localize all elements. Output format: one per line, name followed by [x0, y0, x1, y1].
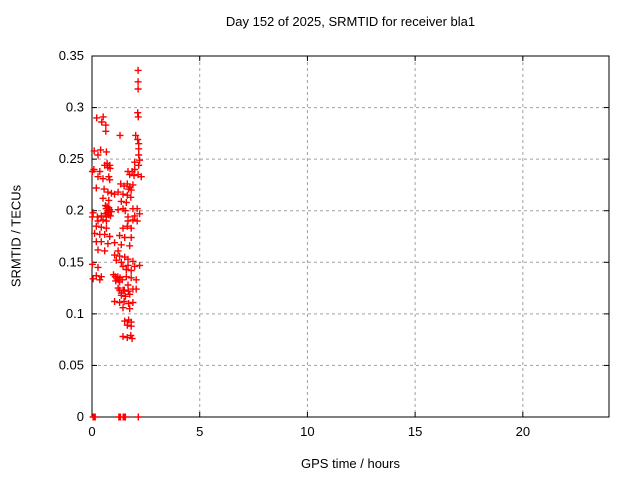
- y-tick-label: 0.35: [59, 48, 84, 63]
- x-tick-label: 0: [88, 424, 95, 439]
- x-axis-label: GPS time / hours: [301, 456, 400, 471]
- x-tick-label: 15: [408, 424, 422, 439]
- plot-border: [91, 55, 610, 418]
- y-tick-label: 0.05: [59, 357, 84, 372]
- y-tick-label: 0.2: [66, 203, 84, 218]
- y-tick-label: 0.15: [59, 254, 84, 269]
- y-tick-label: 0: [77, 409, 84, 424]
- data-points: [88, 66, 145, 421]
- x-tick-label: 10: [300, 424, 314, 439]
- y-tick-label: 0.1: [66, 306, 84, 321]
- chart-title: Day 152 of 2025, SRMTID for receiver bla…: [225, 14, 476, 29]
- x-tick-label: 20: [516, 424, 530, 439]
- x-tick-label: 5: [196, 424, 203, 439]
- y-tick-label: 0.3: [66, 100, 84, 115]
- y-tick-label: 0.25: [59, 151, 84, 166]
